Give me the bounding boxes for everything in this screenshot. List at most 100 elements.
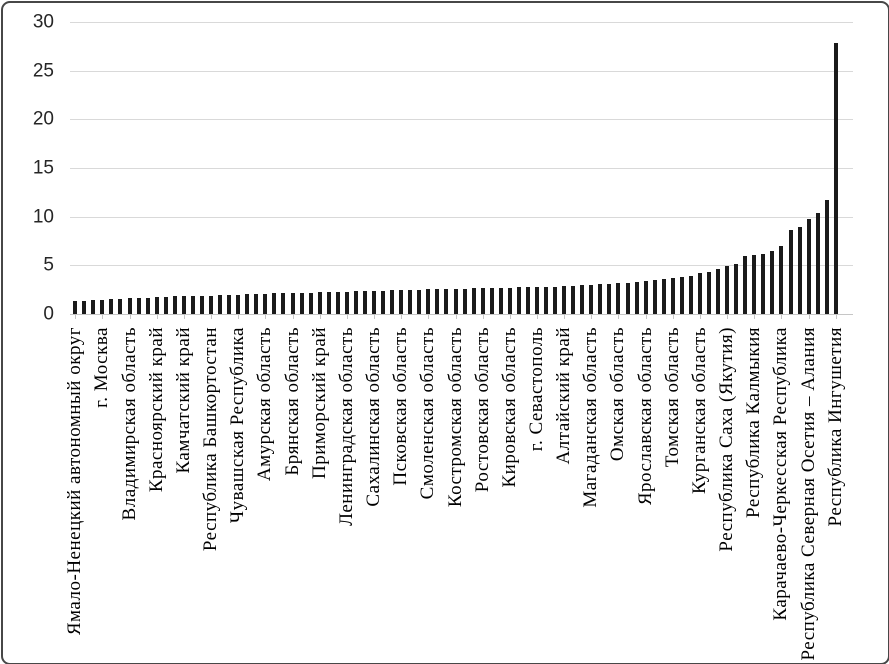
bar <box>136 298 141 314</box>
bar <box>652 280 657 314</box>
bar <box>263 294 268 314</box>
x-axis-label: г. Москва <box>91 327 113 408</box>
x-axis-tick <box>374 315 375 319</box>
x-axis-tick <box>618 315 620 319</box>
y-tick-label: 20 <box>32 108 54 130</box>
bar <box>308 293 313 314</box>
bar <box>272 293 277 314</box>
bar <box>172 296 177 314</box>
y-tick-label: 25 <box>32 60 54 82</box>
bar <box>553 287 558 314</box>
x-axis-label: Смоленская область <box>417 327 439 500</box>
bar <box>616 283 621 314</box>
bar <box>525 287 530 314</box>
y-tick-label: 10 <box>32 206 54 228</box>
x-axis-tick <box>754 315 756 319</box>
bar <box>480 288 485 314</box>
x-axis-line <box>70 314 853 315</box>
y-tick-label: 5 <box>43 254 54 276</box>
bar <box>317 292 322 314</box>
x-axis-label: Камчатский край <box>172 327 194 474</box>
bar <box>725 266 730 314</box>
bar <box>516 287 521 314</box>
x-axis-label: Республика Ингушетия <box>824 327 846 527</box>
bar <box>571 286 576 314</box>
bar <box>797 227 802 314</box>
x-axis-tick <box>808 315 810 319</box>
x-axis-tick <box>183 315 185 319</box>
bar <box>498 288 503 314</box>
x-axis-label: Республика Саха (Якутия) <box>716 327 738 552</box>
y-tick-label: 30 <box>32 11 54 33</box>
x-axis-tick <box>672 315 674 319</box>
bar <box>562 286 567 314</box>
x-axis-label: Ярославская область <box>634 327 656 506</box>
x-axis-label: Томская область <box>661 327 683 468</box>
x-axis-label: Карачаево-Черкесская Республика <box>770 327 792 621</box>
x-axis-tick <box>346 315 348 319</box>
bar <box>399 290 404 314</box>
x-axis-tick <box>75 315 77 319</box>
bar <box>209 296 214 314</box>
x-axis-tick <box>156 315 158 319</box>
gridline <box>70 70 853 72</box>
bar <box>236 295 241 314</box>
x-axis-label: Костромская область <box>444 327 466 508</box>
gridline <box>70 216 853 218</box>
bar <box>534 287 539 314</box>
x-axis-tick <box>645 315 647 319</box>
x-axis-label: Магаданская область <box>580 327 602 508</box>
bar <box>109 299 114 314</box>
bar <box>254 294 259 314</box>
x-axis-tick <box>292 315 294 319</box>
bar <box>752 255 757 314</box>
bar <box>290 293 295 314</box>
x-axis-label: Омская область <box>607 327 629 462</box>
x-axis-label: Псковская область <box>390 327 412 486</box>
bar <box>761 254 766 314</box>
y-tick-label: 0 <box>43 303 54 325</box>
bar <box>625 283 630 314</box>
bar <box>245 294 250 314</box>
x-axis-tick <box>238 315 240 319</box>
bar <box>815 213 820 314</box>
x-axis-label: Алтайский край <box>553 327 575 465</box>
x-axis-tick <box>509 315 511 319</box>
x-axis-tick <box>835 315 837 319</box>
bar <box>679 277 684 314</box>
bar <box>73 301 78 314</box>
x-axis-label: Владимирская область <box>118 327 140 521</box>
x-axis-label: Кировская область <box>498 327 520 488</box>
bar <box>82 301 87 314</box>
bar <box>218 295 223 314</box>
bar <box>770 251 775 314</box>
gridline <box>70 168 853 169</box>
x-axis-label: Ленинградская область <box>335 327 357 526</box>
bar <box>507 288 512 314</box>
x-axis-label: Сахалинская область <box>363 327 384 507</box>
x-axis-label: Красноярский край <box>145 327 167 493</box>
x-axis-label: Курганская область <box>688 327 710 494</box>
bar <box>716 269 721 314</box>
x-axis-tick <box>265 315 267 319</box>
bar <box>154 297 159 314</box>
gridline <box>70 265 853 267</box>
bar <box>199 296 204 314</box>
bar <box>181 296 186 314</box>
x-axis-tick <box>102 315 104 319</box>
x-axis-tick <box>401 315 403 319</box>
bar <box>163 297 168 314</box>
bar <box>417 290 422 314</box>
bar <box>100 300 105 314</box>
bar <box>707 272 712 314</box>
bar <box>833 43 838 314</box>
bar <box>353 291 358 314</box>
bar <box>118 299 123 314</box>
bar <box>607 284 612 314</box>
bar <box>697 273 702 314</box>
x-axis-label: Амурская область <box>254 327 276 482</box>
bar <box>598 284 603 314</box>
bar <box>779 246 784 314</box>
